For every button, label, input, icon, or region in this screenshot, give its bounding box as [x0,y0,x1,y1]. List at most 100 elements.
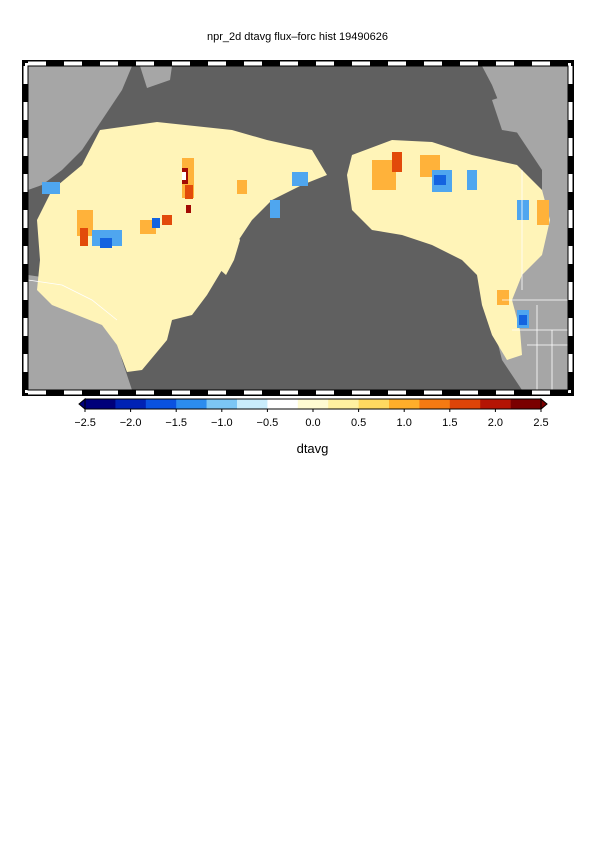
graticule-segment [334,390,352,395]
graticule-segment [280,61,298,66]
colorbar-cell [480,399,511,409]
graticule-segment [568,210,573,228]
graticule-segment [496,390,514,395]
graticule-segment [568,156,573,174]
graticule-segment [478,61,496,66]
graticule-segment [316,61,334,66]
colorbar-cell [267,399,299,409]
graticule-segment [298,61,316,66]
graticule-segment [550,390,568,395]
colorbar-tick-label: −0.5 [257,417,279,429]
colorbar-tick-label: −2.0 [120,417,142,429]
graticule-segment [172,61,190,66]
graticule-segment [154,390,172,395]
graticule-segment [478,390,496,395]
graticule-segment [23,246,28,264]
graticule-segment [208,390,226,395]
graticule-segment [568,174,573,192]
graticule-segment [28,61,46,66]
graticule-segment [568,246,573,264]
colorbar-tick-label: −1.5 [165,417,187,429]
colorbar-cell [206,399,238,409]
graticule-segment [226,61,244,66]
colorbar-tick-label: −2.5 [75,417,96,429]
graticule-segment [23,264,28,282]
graticule-segment [244,61,262,66]
graticule-segment [460,61,478,66]
colorbar-tick-label: 2.0 [488,417,503,429]
graticule-segment [23,282,28,300]
colorbar-cell [419,399,451,409]
graticule-segment [406,61,424,66]
plot-title: npr_2d dtavg flux–forc hist 19490626 [206,31,389,43]
graticule-segment [244,390,262,395]
graticule-segment [532,390,550,395]
graticule-segment [23,300,28,318]
graticule-segment [23,354,28,372]
graticule-segment [190,390,208,395]
colorbar-cell [85,399,116,409]
graticule-bars [23,61,573,395]
graticule-segment [316,390,334,395]
graticule-segment [442,61,460,66]
graticule-segment [64,61,82,66]
graticule-segment [23,120,28,138]
graticule-segment [568,354,573,372]
colorbar-label: dtavg [296,441,329,456]
graticule-segment [568,372,573,390]
colorbar-tick-label: 0.0 [305,417,320,429]
data-region-kamchatka [218,225,240,275]
graticule-segment [208,61,226,66]
graticule-segment [568,228,573,246]
colorbar-cell [358,399,390,409]
graticule-segment [136,61,154,66]
graticule-segment [82,61,100,66]
colorbar-ticks: −2.5 −2.0 −1.5 −1.0 −0.5 0.0 0.5 1.0 1.5 2.0 2.5 [75,409,549,429]
colorbar-cell [389,399,420,409]
graticule-segment [23,336,28,354]
graticule-segment [568,102,573,120]
graticule-segment [550,61,568,66]
graticule-segment [118,61,136,66]
colorbar: −2.5 −2.0 −1.5 −1.0 −0.5 0.0 0.5 1.0 1.5 2.0 2.5 [75,398,549,429]
colorbar-tick-label: 2.5 [533,417,548,429]
graticule-segment [23,318,28,336]
colorbar-tick-label: 0.5 [351,417,366,429]
colorbar-cell [176,399,207,409]
graticule-segment [568,66,573,84]
colorbar-cell [510,399,542,409]
graticule-segment [23,84,28,102]
graticule-segment [532,61,550,66]
graticule-segment [190,61,208,66]
graticule-segment [154,61,172,66]
graticule-segment [82,390,100,395]
colorbar-cell [449,399,481,409]
graticule-segment [280,390,298,395]
graticule-segment [23,228,28,246]
graticule-segment [334,61,352,66]
graticule-segment [118,390,136,395]
graticule-segment [568,120,573,138]
graticule-segment [172,390,190,395]
colorbar-max-arrow [540,398,548,411]
graticule-segment [388,61,406,66]
graticule-segment [100,61,118,66]
graticule-segment [568,84,573,102]
graticule-segment [460,390,478,395]
graticule-segment [23,66,28,84]
graticule-segment [100,390,118,395]
colorbar-cell [237,399,268,409]
graticule-segment [568,138,573,156]
graticule-segment [568,336,573,354]
data-field [37,122,550,372]
map-panel [22,60,574,396]
graticule-segment [352,61,370,66]
graticule-segment [568,318,573,336]
graticule-segment [23,372,28,390]
graticule-segment [46,390,64,395]
graticule-segment [262,61,280,66]
graticule-segment [226,390,244,395]
graticule-segment [568,282,573,300]
graticule-segment [424,61,442,66]
graticule-segment [370,390,388,395]
